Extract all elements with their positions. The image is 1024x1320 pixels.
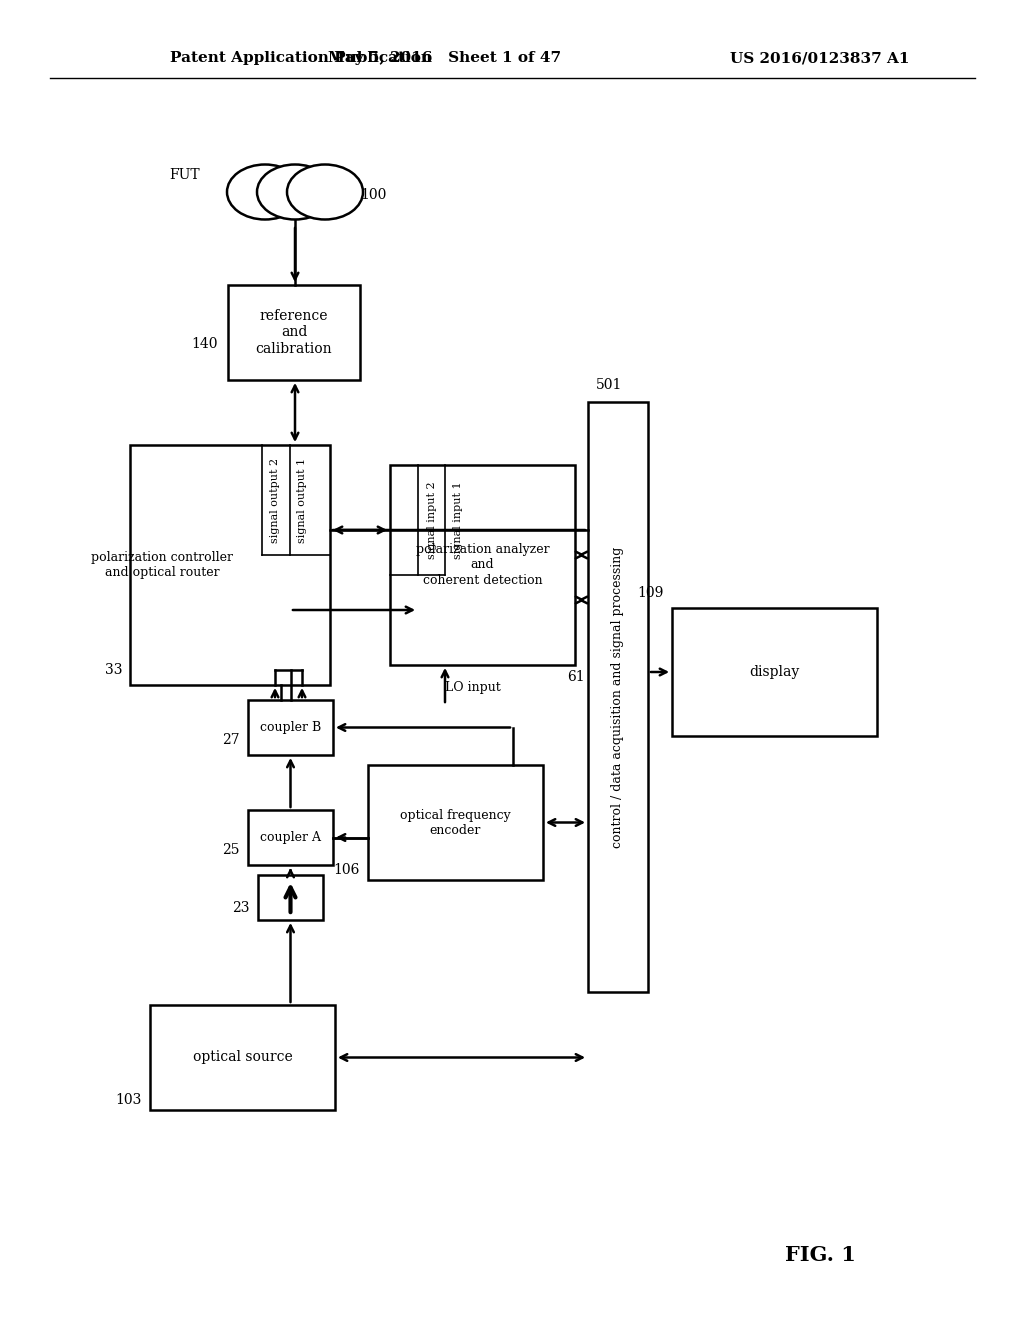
Text: LO input: LO input [445,681,501,693]
Text: display: display [750,665,800,678]
Bar [248,810,333,865]
Text: 109: 109 [638,586,664,601]
Text: control / data acquisition and signal processing: control / data acquisition and signal pr… [611,546,625,847]
Text: FIG. 1: FIG. 1 [784,1245,855,1265]
Bar [130,445,330,685]
Text: reference
and
calibration: reference and calibration [256,309,333,355]
Text: signal input 1: signal input 1 [453,482,463,558]
Text: polarization analyzer
and
coherent detection: polarization analyzer and coherent detec… [416,544,549,586]
Ellipse shape [257,165,333,219]
Text: signal input 2: signal input 2 [427,482,437,558]
Text: Patent Application Publication: Patent Application Publication [170,51,432,65]
Bar [672,609,877,737]
Ellipse shape [287,165,362,219]
Text: 61: 61 [567,671,585,684]
Bar [588,403,648,993]
Text: 100: 100 [360,187,386,202]
Text: US 2016/0123837 A1: US 2016/0123837 A1 [730,51,909,65]
Bar [150,1005,335,1110]
Bar [390,465,575,665]
Bar [258,875,323,920]
Text: May 5, 2016   Sheet 1 of 47: May 5, 2016 Sheet 1 of 47 [329,51,561,65]
Ellipse shape [227,165,303,219]
Text: coupler B: coupler B [260,721,322,734]
Bar [228,285,360,380]
Text: polarization controller
and optical router: polarization controller and optical rout… [91,550,233,579]
Text: 140: 140 [191,338,218,351]
Text: 106: 106 [334,863,360,876]
Text: FUT: FUT [169,168,200,182]
Text: optical frequency
encoder: optical frequency encoder [400,808,511,837]
Text: 25: 25 [222,842,240,857]
Text: optical source: optical source [193,1051,293,1064]
Text: 33: 33 [104,663,122,677]
Text: coupler A: coupler A [260,832,321,843]
Text: 27: 27 [222,733,240,747]
Text: 23: 23 [232,900,250,915]
Text: 103: 103 [116,1093,142,1107]
Text: signal output 1: signal output 1 [297,458,307,543]
Text: signal output 2: signal output 2 [270,458,280,543]
Bar [248,700,333,755]
Text: 501: 501 [596,378,623,392]
Bar [368,766,543,880]
